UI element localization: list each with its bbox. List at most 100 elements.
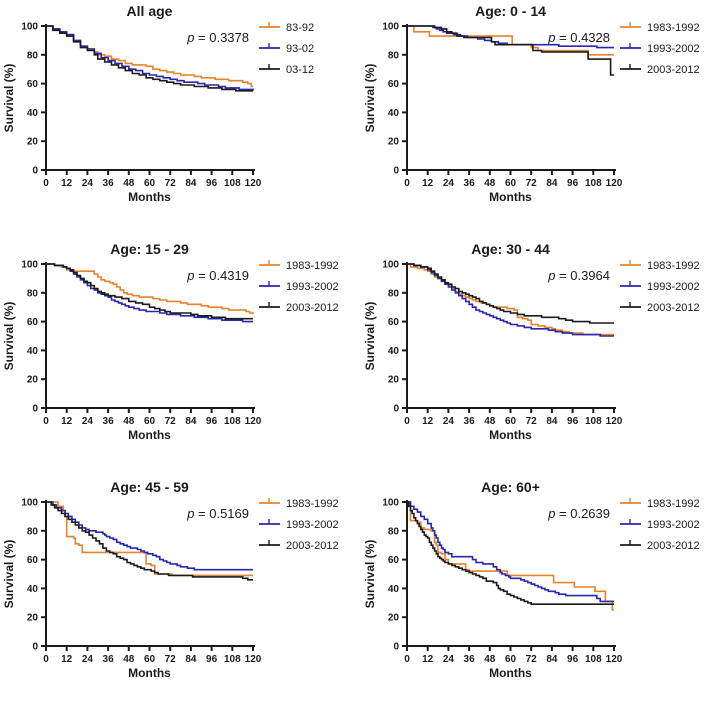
svg-text:0: 0 bbox=[32, 166, 38, 177]
svg-text:96: 96 bbox=[567, 416, 579, 427]
legend: 1983-1992 1993-2002 2003-2012 bbox=[259, 498, 339, 552]
svg-text:120: 120 bbox=[245, 416, 262, 427]
legend-label: 1993-2002 bbox=[286, 281, 339, 293]
svg-text:84: 84 bbox=[546, 654, 558, 665]
svg-text:108: 108 bbox=[224, 654, 241, 665]
svg-text:0: 0 bbox=[404, 416, 410, 427]
legend-label: 1993-2002 bbox=[647, 281, 700, 293]
p-value-label: p = 0.3964 bbox=[547, 268, 610, 283]
axes bbox=[41, 24, 255, 175]
svg-text:36: 36 bbox=[103, 416, 115, 427]
km-plot-6: Age: 60+ p = 0.2639 0 20 40 60 80 100 0 12 24 36 48 6… bbox=[363, 479, 700, 680]
svg-text:40: 40 bbox=[27, 584, 39, 595]
panel-title: Age: 45 - 59 bbox=[110, 479, 189, 495]
axes bbox=[41, 500, 255, 651]
x-axis-label: Months bbox=[489, 190, 532, 204]
svg-text:0: 0 bbox=[43, 654, 49, 665]
svg-text:24: 24 bbox=[82, 654, 94, 665]
legend-label: 93-02 bbox=[286, 43, 314, 55]
svg-text:24: 24 bbox=[443, 416, 455, 427]
km-plot-3: Age: 15 - 29 p = 0.4319 0 20 40 60 80 100 0 12 24 3… bbox=[2, 241, 339, 442]
svg-text:84: 84 bbox=[185, 178, 197, 189]
svg-text:120: 120 bbox=[606, 654, 623, 665]
svg-text:0: 0 bbox=[404, 178, 410, 189]
svg-text:80: 80 bbox=[27, 288, 39, 299]
km-plot-4: Age: 30 - 44 p = 0.3964 0 20 40 60 80 100 0 12 24 3… bbox=[363, 241, 700, 442]
axes bbox=[402, 262, 616, 413]
svg-text:84: 84 bbox=[185, 654, 197, 665]
svg-text:108: 108 bbox=[585, 178, 602, 189]
legend-label: 2003-2012 bbox=[286, 540, 339, 552]
svg-text:0: 0 bbox=[43, 178, 49, 189]
svg-text:80: 80 bbox=[27, 526, 39, 537]
svg-text:72: 72 bbox=[165, 416, 177, 427]
svg-text:0: 0 bbox=[393, 404, 399, 415]
svg-text:20: 20 bbox=[27, 137, 39, 148]
series-line-2003-2012 bbox=[407, 263, 614, 324]
svg-text:100: 100 bbox=[382, 260, 399, 271]
legend-label: 2003-2012 bbox=[647, 540, 700, 552]
svg-text:20: 20 bbox=[388, 137, 400, 148]
svg-text:0: 0 bbox=[43, 416, 49, 427]
svg-text:96: 96 bbox=[206, 654, 218, 665]
legend-label: 1983-1992 bbox=[647, 498, 700, 510]
svg-text:40: 40 bbox=[388, 584, 400, 595]
axes bbox=[402, 24, 616, 175]
legend-label: 1993-2002 bbox=[647, 519, 700, 531]
svg-text:0: 0 bbox=[32, 404, 38, 415]
series-line-03-12 bbox=[46, 25, 253, 92]
svg-text:12: 12 bbox=[61, 654, 73, 665]
p-value-label: p = 0.4319 bbox=[186, 268, 249, 283]
svg-text:60: 60 bbox=[388, 317, 400, 328]
svg-text:24: 24 bbox=[82, 178, 94, 189]
svg-text:96: 96 bbox=[206, 416, 218, 427]
svg-text:24: 24 bbox=[443, 654, 455, 665]
svg-text:120: 120 bbox=[606, 416, 623, 427]
svg-text:36: 36 bbox=[103, 178, 115, 189]
svg-text:120: 120 bbox=[606, 178, 623, 189]
panel-title: All age bbox=[127, 3, 173, 19]
p-value-label: p = 0.4328 bbox=[547, 30, 610, 45]
svg-text:48: 48 bbox=[123, 178, 135, 189]
legend-label: 1993-2002 bbox=[286, 519, 339, 531]
svg-text:100: 100 bbox=[21, 260, 38, 271]
series-line-1983-1992 bbox=[46, 263, 254, 315]
svg-text:0: 0 bbox=[404, 654, 410, 665]
svg-text:40: 40 bbox=[27, 346, 39, 357]
x-axis-label: Months bbox=[128, 428, 171, 442]
svg-text:72: 72 bbox=[526, 654, 538, 665]
svg-text:40: 40 bbox=[388, 108, 400, 119]
svg-text:108: 108 bbox=[585, 416, 602, 427]
y-axis-label: Survival (%) bbox=[2, 302, 16, 371]
legend-label: 83-92 bbox=[286, 22, 314, 34]
svg-text:24: 24 bbox=[82, 416, 94, 427]
series-line-1993-2002 bbox=[407, 263, 614, 337]
svg-text:48: 48 bbox=[484, 178, 496, 189]
series-line-2003-2012 bbox=[46, 501, 253, 581]
panel-title: Age: 30 - 44 bbox=[471, 241, 550, 257]
svg-text:84: 84 bbox=[185, 416, 197, 427]
p-value-label: p = 0.2639 bbox=[547, 506, 610, 521]
axes bbox=[41, 262, 255, 413]
series-line-1993-2002 bbox=[407, 501, 614, 603]
svg-text:60: 60 bbox=[388, 555, 400, 566]
svg-text:60: 60 bbox=[27, 79, 39, 90]
svg-text:72: 72 bbox=[165, 178, 177, 189]
tick-labels: 0 20 40 60 80 100 0 12 24 36 48 60 72 84 96 108 120 bbox=[382, 260, 622, 428]
series-line-1983-1992 bbox=[407, 501, 614, 611]
y-axis-label: Survival (%) bbox=[2, 64, 16, 133]
legend-label: 1983-1992 bbox=[286, 260, 339, 272]
p-value-label: p = 0.5169 bbox=[186, 506, 249, 521]
svg-text:108: 108 bbox=[585, 654, 602, 665]
svg-text:108: 108 bbox=[224, 178, 241, 189]
svg-text:20: 20 bbox=[27, 613, 39, 624]
svg-text:60: 60 bbox=[144, 416, 156, 427]
svg-text:12: 12 bbox=[422, 416, 434, 427]
legend-label: 2003-2012 bbox=[647, 302, 700, 314]
survival-panel-4: Age: 30 - 44 p = 0.3964 0 20 40 60 80 100 0 12 24 3… bbox=[361, 238, 722, 476]
svg-text:120: 120 bbox=[245, 654, 262, 665]
svg-text:80: 80 bbox=[388, 526, 400, 537]
svg-text:100: 100 bbox=[382, 498, 399, 509]
svg-text:20: 20 bbox=[27, 375, 39, 386]
svg-text:36: 36 bbox=[464, 654, 476, 665]
